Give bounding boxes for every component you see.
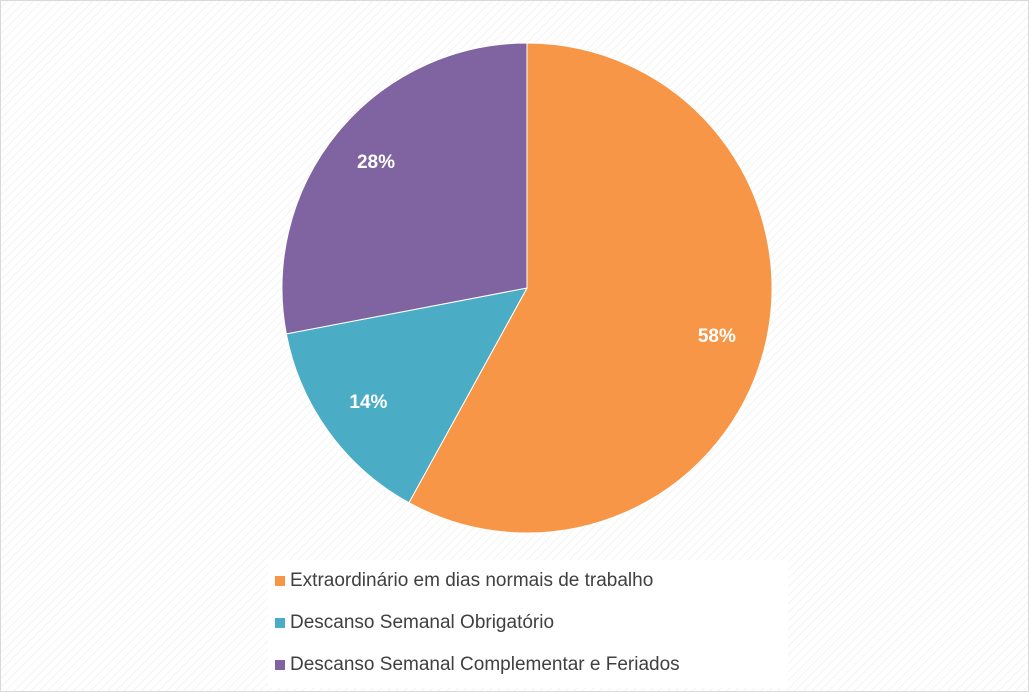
legend-label: Extraordinário em dias normais de trabal…: [290, 570, 653, 591]
data-label: 28%: [357, 152, 395, 173]
pie-slice: [285, 287, 528, 504]
pie-slice: [408, 42, 773, 534]
pie-slice: [281, 42, 528, 335]
data-label: 14%: [349, 392, 387, 413]
data-label: 58%: [698, 326, 736, 347]
legend-box: [268, 560, 788, 688]
legend-swatch: [275, 576, 285, 586]
legend-label: Descanso Semanal Obrigatório: [290, 612, 554, 633]
legend-swatch: [275, 660, 285, 670]
legend-swatch: [275, 618, 285, 628]
legend-label: Descanso Semanal Complementar e Feriados: [290, 654, 680, 675]
